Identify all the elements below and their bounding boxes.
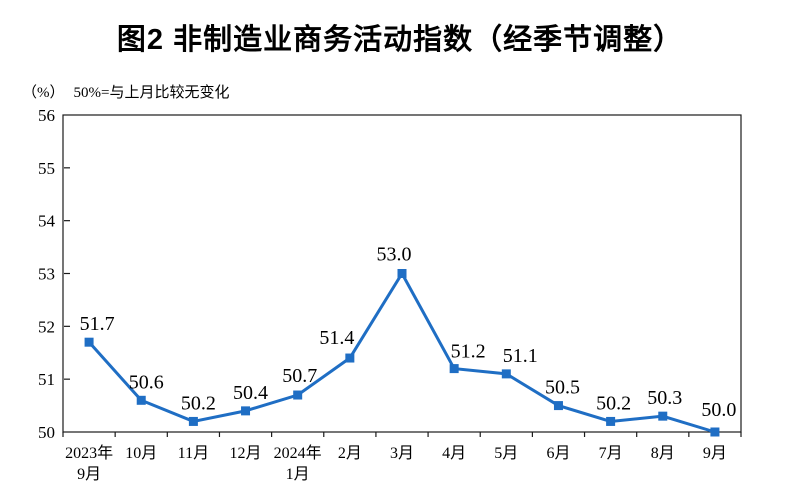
data-point-label: 50.7 [282,365,317,387]
data-point-marker [397,269,407,278]
y-tick-label: 55 [38,159,55,178]
data-point-marker [84,337,94,347]
data-point-marker [606,416,616,426]
y-tick-label: 50 [38,423,55,442]
y-tick-label: 51 [38,370,55,389]
chart-note: 50%=与上月比较无变化 [73,85,230,101]
y-tick-label: 56 [38,106,55,125]
data-point-marker [188,416,198,426]
x-tick-label: 12月 [230,445,262,462]
y-tick-label: 52 [38,317,55,336]
data-point-marker [241,406,251,416]
data-point-marker [553,401,563,411]
x-tick-label: 5月 [494,445,518,462]
x-tick-label: 4月 [442,445,466,462]
data-point-marker [710,427,720,437]
data-point-label: 50.0 [701,399,736,421]
x-tick-label: 7月 [599,445,623,462]
y-axis: 50 51 52 53 54 55 56 [38,106,70,442]
chart-subtitle-row: （%） 50%=与上月比较无变化 [22,81,229,102]
x-axis: 2023年 9月 10月 11月 12月 2024年 1月 2月 3月 4月 5月 6月 7月 8月 9月 [62,432,742,483]
data-points [84,269,720,437]
x-tick-label: 11月 [178,445,209,462]
data-point-label: 50.4 [233,382,268,404]
data-point-label: 51.2 [451,341,486,363]
x-tick-label: 10月 [125,445,157,462]
data-point-label: 51.4 [319,327,354,349]
data-labels: 51.7 50.6 50.2 50.4 50.751.4 53.0 51.2 51.1 50.5… [80,244,737,422]
x-tick-label: 2023年 9月 [65,444,113,483]
data-point-label: 50.2 [181,392,216,414]
data-point-marker [345,353,355,363]
data-point-label: 51.1 [503,345,538,367]
chart-title: 图2 非制造业商务活动指数（经季节调整） [116,24,684,56]
data-point-marker [136,395,146,405]
data-point-label: 50.5 [545,377,580,399]
y-tick-label: 53 [38,265,55,284]
data-point-label: 50.3 [647,387,682,409]
x-tick-label: 8月 [651,445,675,462]
x-tick-label: 6月 [546,445,570,462]
data-point-marker [293,390,303,400]
x-tick-label: 2月 [338,445,362,462]
data-point-label: 53.0 [377,244,412,266]
x-tick-label: 3月 [390,445,414,462]
x-tick-label: 9月 [703,445,727,462]
data-point-marker [658,411,668,421]
data-point-marker [501,369,511,379]
data-point-label: 51.7 [80,313,115,335]
y-axis-unit-label: （%） [22,85,65,101]
data-point-marker [449,364,459,374]
x-tick-label: 2024年 1月 [274,444,322,483]
data-point-label: 50.2 [596,392,631,414]
y-tick-label: 54 [38,212,56,231]
data-point-label: 50.6 [129,371,164,393]
plot-frame [62,114,742,433]
